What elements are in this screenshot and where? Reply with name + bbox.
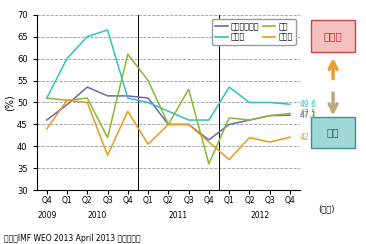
Text: 2010: 2010 xyxy=(88,211,107,220)
Text: (年期): (年期) xyxy=(318,204,335,213)
Text: 49.6: 49.6 xyxy=(300,100,317,109)
Text: 47.5: 47.5 xyxy=(300,109,317,118)
Text: 緩和: 緩和 xyxy=(327,127,339,137)
Text: 資料：IMF WEO 2013 April 2013 から作成。: 資料：IMF WEO 2013 April 2013 から作成。 xyxy=(4,234,140,243)
FancyBboxPatch shape xyxy=(311,117,355,148)
FancyBboxPatch shape xyxy=(311,20,355,51)
Text: 42.1: 42.1 xyxy=(300,133,317,142)
Text: 引締め: 引締め xyxy=(324,31,343,41)
Text: 47.1: 47.1 xyxy=(300,111,317,120)
Legend: 中東アフリカ, 中南米, 欧州, アジア: 中東アフリカ, 中南米, 欧州, アジア xyxy=(212,19,296,45)
Text: 2012: 2012 xyxy=(250,211,269,220)
Text: 2009: 2009 xyxy=(37,211,56,220)
Text: 2011: 2011 xyxy=(169,211,188,220)
Y-axis label: (%): (%) xyxy=(4,94,14,111)
